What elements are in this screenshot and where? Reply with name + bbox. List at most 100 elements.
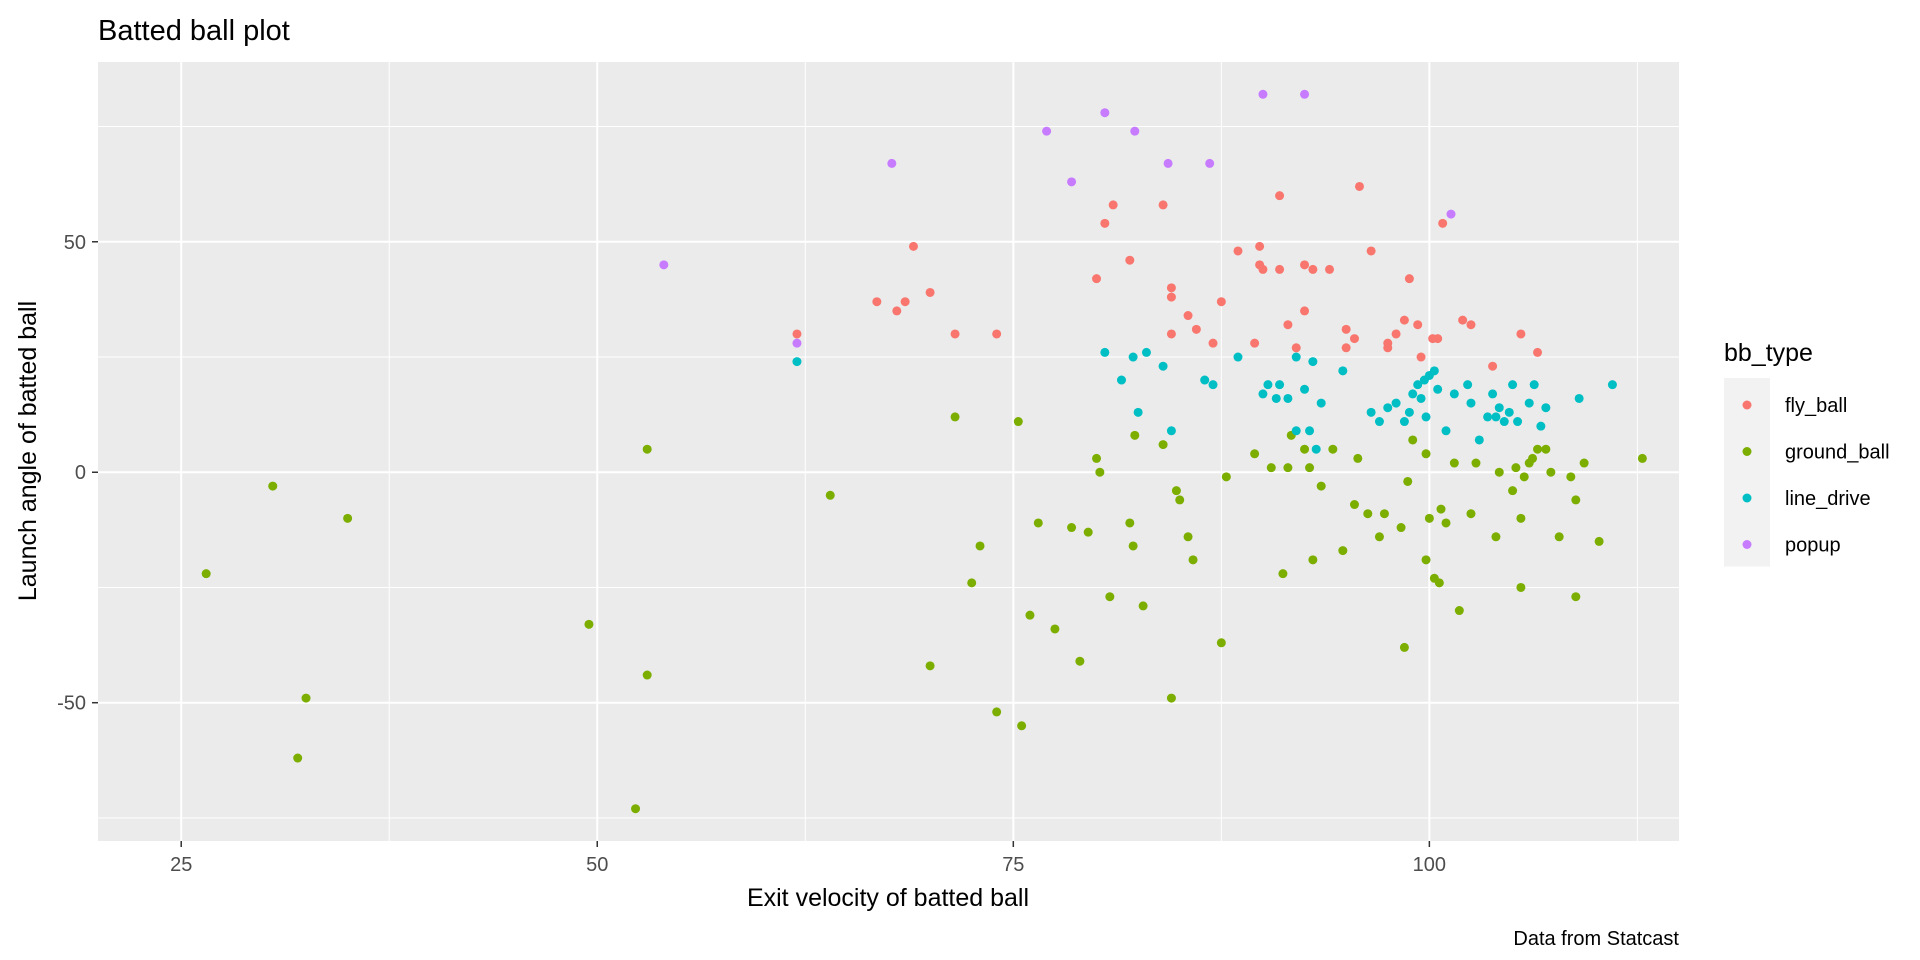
grid-major-lines: [98, 62, 1679, 841]
point-popup: [1258, 89, 1268, 99]
point-ground_ball: [967, 578, 977, 588]
point-ground_ball: [1283, 463, 1293, 473]
point-fly_ball: [1341, 324, 1351, 334]
point-popup: [1163, 158, 1173, 168]
x-tick-label: 50: [586, 854, 608, 876]
point-ground_ball: [1025, 610, 1035, 620]
plot-panel: [98, 62, 1679, 841]
point-ground_ball: [1266, 463, 1276, 473]
point-line_drive: [1233, 352, 1243, 362]
point-line_drive: [1391, 398, 1401, 408]
point-ground_ball: [1188, 555, 1198, 565]
point-ground_ball: [642, 670, 652, 680]
point-ground_ball: [268, 481, 278, 491]
point-ground_ball: [1511, 463, 1521, 473]
point-ground_ball: [1528, 453, 1538, 463]
point-fly_ball: [1108, 200, 1118, 210]
legend: bb_type fly_ball ground_ball line_drivepop…: [1724, 339, 1890, 567]
point-ground_ball: [1454, 606, 1464, 616]
point-line_drive: [1338, 366, 1348, 376]
legend-key-ground_ball: [1742, 447, 1752, 456]
point-line_drive: [1413, 380, 1423, 390]
point-ground_ball: [1441, 518, 1451, 528]
point-line_drive: [1416, 393, 1426, 403]
point-line_drive: [1404, 407, 1414, 417]
point-ground_ball: [1013, 417, 1023, 427]
point-fly_ball: [950, 329, 960, 339]
point-fly_ball: [1466, 320, 1476, 330]
point-line_drive: [1463, 380, 1473, 390]
point-line_drive: [1607, 380, 1617, 390]
point-ground_ball: [1171, 486, 1181, 496]
point-popup: [659, 260, 669, 270]
point-ground_ball: [1554, 532, 1564, 542]
point-fly_ball: [1158, 200, 1168, 210]
point-ground_ball: [975, 541, 985, 551]
point-ground_ball: [1138, 601, 1148, 611]
point-ground_ball: [1075, 656, 1085, 666]
point-popup: [1446, 209, 1456, 219]
point-ground_ball: [1338, 546, 1348, 556]
point-ground_ball: [1221, 472, 1231, 482]
point-fly_ball: [1341, 343, 1351, 353]
legend-label-popup: popup: [1785, 535, 1841, 557]
y-tick-label: 0: [75, 462, 86, 484]
point-ground_ball: [825, 490, 835, 500]
point-line_drive: [1383, 403, 1393, 413]
x-tick-label: 100: [1413, 854, 1446, 876]
point-line_drive: [1483, 412, 1493, 422]
point-line_drive: [1421, 412, 1431, 422]
point-ground_ball: [293, 753, 303, 763]
point-fly_ball: [1300, 260, 1310, 270]
point-fly_ball: [1166, 292, 1176, 302]
y-tick-label: 50: [64, 232, 86, 254]
point-line_drive: [1494, 403, 1504, 413]
point-ground_ball: [1449, 458, 1459, 468]
point-line_drive: [1316, 398, 1326, 408]
x-axis-ticks: 25 50 75 100: [170, 841, 1446, 876]
point-line_drive: [1116, 375, 1126, 385]
point-fly_ball: [1255, 241, 1265, 251]
point-ground_ball: [1017, 721, 1027, 731]
point-fly_ball: [892, 306, 902, 316]
point-popup: [792, 338, 802, 348]
point-fly_ball: [792, 329, 802, 339]
point-popup: [1067, 177, 1077, 187]
point-ground_ball: [1349, 500, 1359, 510]
point-fly_ball: [1092, 274, 1102, 284]
point-fly_ball: [1100, 218, 1110, 228]
point-ground_ball: [1494, 467, 1504, 477]
data-points: [201, 89, 1647, 814]
point-ground_ball: [1508, 486, 1518, 496]
point-ground_ball: [1050, 624, 1060, 634]
point-line_drive: [1291, 426, 1301, 436]
point-ground_ball: [1637, 453, 1647, 463]
point-fly_ball: [1516, 329, 1526, 339]
point-fly_ball: [1291, 343, 1301, 353]
grid-minor-lines: [98, 62, 1679, 841]
point-ground_ball: [1516, 582, 1526, 592]
point-ground_ball: [1533, 444, 1543, 454]
point-fly_ball: [1354, 181, 1364, 191]
legend-label-line_drive: line_drive: [1785, 488, 1871, 510]
point-popup: [1300, 89, 1310, 99]
point-ground_ball: [1216, 638, 1226, 648]
point-fly_ball: [1399, 315, 1409, 325]
point-fly_ball: [1216, 297, 1226, 307]
point-fly_ball: [1233, 246, 1243, 256]
point-ground_ball: [1183, 532, 1193, 542]
point-fly_ball: [1325, 264, 1335, 274]
point-ground_ball: [1436, 504, 1446, 514]
point-line_drive: [1141, 347, 1151, 357]
point-line_drive: [1158, 361, 1168, 371]
point-ground_ball: [1308, 555, 1318, 565]
point-ground_ball: [1516, 513, 1526, 523]
point-ground_ball: [1092, 453, 1102, 463]
point-fly_ball: [1433, 334, 1443, 344]
point-line_drive: [1529, 380, 1539, 390]
point-ground_ball: [1434, 578, 1444, 588]
point-line_drive: [1100, 347, 1110, 357]
point-line_drive: [1399, 417, 1409, 427]
point-ground_ball: [343, 513, 353, 523]
